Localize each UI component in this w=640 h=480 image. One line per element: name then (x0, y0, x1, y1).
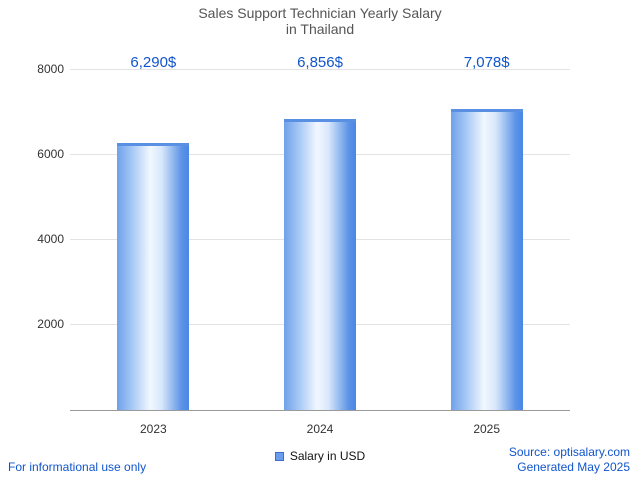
legend: Salary in USD (0, 449, 640, 463)
generated-text: Generated May 2025 (517, 460, 630, 474)
legend-swatch-icon (274, 451, 284, 461)
source-block: Source: optisalary.com Generated May 202… (509, 445, 630, 475)
bar-2023 (117, 142, 190, 410)
bar-2024 (284, 118, 356, 410)
disclaimer-text: For informational use only (8, 460, 147, 474)
value-label: 6,290$ (130, 54, 177, 71)
chart-title-line2: in Thailand (285, 21, 355, 37)
x-axis-label: 2025 (473, 422, 501, 436)
ytick-label: 4000 (37, 232, 64, 246)
value-label: 6,856$ (297, 54, 343, 71)
bar-group-2023: 6,290$ 2023 (70, 54, 237, 436)
value-label: 7,078$ (463, 54, 510, 71)
plot-area: 2000 4000 6000 8000 6,290$ 2023 6,856$ 2… (37, 54, 570, 436)
bar-group-2025: 7,078$ 2025 (403, 54, 570, 436)
chart-title-line1: Sales Support Technician Yearly Salary (198, 5, 442, 21)
x-axis-label: 2023 (139, 422, 167, 436)
chart-title: Sales Support Technician Yearly Salary i… (0, 5, 640, 37)
source-text: Source: optisalary.com (508, 445, 630, 459)
bars-container: 6,290$ 2023 6,856$ 2024 7,078$ 2025 (70, 54, 570, 436)
ytick-label: 2000 (37, 317, 64, 331)
x-axis-label: 2024 (306, 422, 334, 436)
ytick-label: 6000 (37, 147, 64, 161)
bar-2025 (450, 109, 523, 410)
legend-label: Salary in USD (289, 449, 366, 463)
ytick-label: 8000 (37, 62, 64, 76)
gridline-8000: 8000 (37, 62, 570, 76)
bar-group-2024: 6,856$ 2024 (237, 54, 404, 436)
